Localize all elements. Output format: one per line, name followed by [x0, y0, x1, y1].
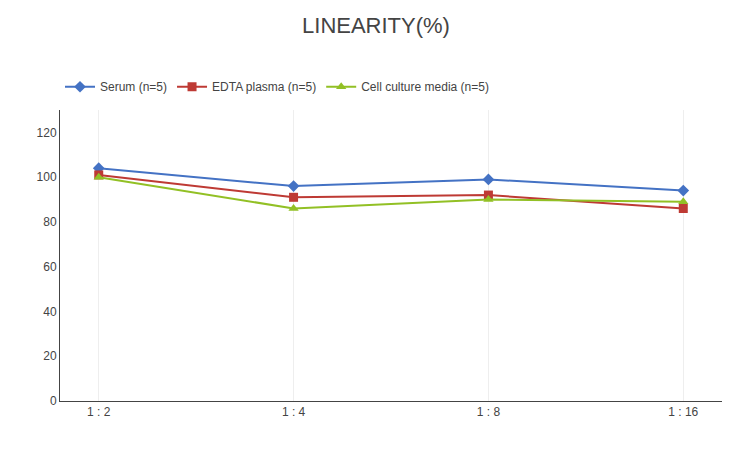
svg-text:100: 100: [37, 170, 57, 184]
svg-text:80: 80: [43, 215, 57, 229]
svg-text:60: 60: [43, 260, 57, 274]
svg-text:Cell culture media (n=5): Cell culture media (n=5): [361, 80, 489, 94]
svg-text:LINEARITY(%): LINEARITY(%): [302, 13, 450, 38]
svg-text:120: 120: [37, 126, 57, 140]
svg-text:0: 0: [50, 394, 57, 408]
svg-text:20: 20: [43, 349, 57, 363]
svg-text:1 : 16: 1 : 16: [668, 405, 698, 419]
svg-text:EDTA plasma (n=5): EDTA plasma (n=5): [212, 80, 316, 94]
svg-text:1 : 4: 1 : 4: [282, 405, 306, 419]
svg-text:1 : 2: 1 : 2: [87, 405, 111, 419]
svg-text:40: 40: [43, 305, 57, 319]
svg-text:Serum (n=5): Serum (n=5): [100, 80, 167, 94]
svg-text:1 : 8: 1 : 8: [477, 405, 501, 419]
